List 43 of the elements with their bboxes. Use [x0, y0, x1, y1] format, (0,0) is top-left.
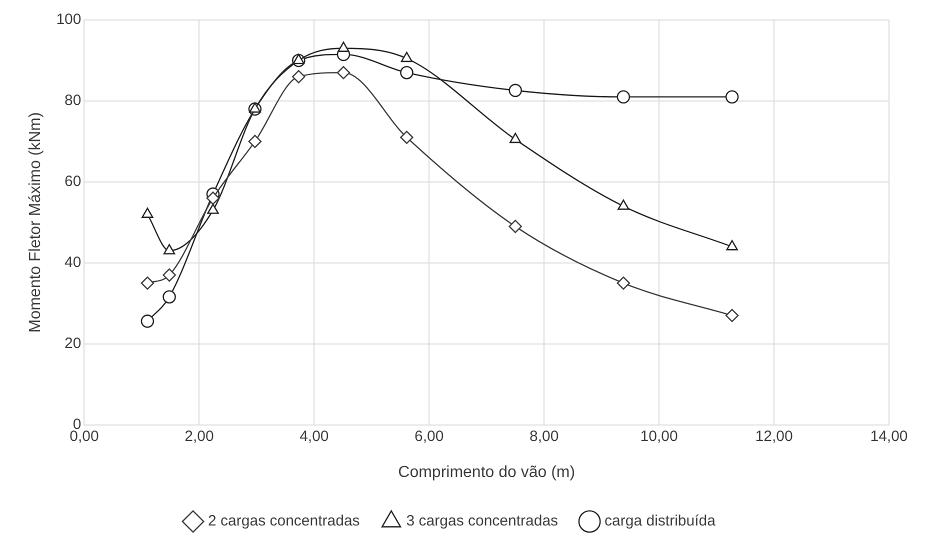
legend-label: 2 cargas concentradas: [208, 512, 360, 530]
y-tick-label: 100: [56, 11, 82, 28]
point: [508, 84, 522, 98]
point: [616, 276, 630, 290]
x-tick-label: 10,00: [640, 428, 678, 445]
x-tick-label: 0,00: [70, 428, 99, 445]
point: [292, 54, 304, 64]
point: [248, 134, 262, 148]
point: [140, 314, 154, 328]
point: [140, 276, 154, 290]
point: [616, 90, 630, 104]
legend-label: carga distribuída: [604, 512, 716, 530]
point: [400, 66, 414, 80]
point: [142, 208, 154, 218]
point: [338, 42, 350, 52]
x-tick-label: 6,00: [414, 428, 444, 445]
x-tick-label: 14,00: [870, 428, 908, 445]
point: [206, 191, 220, 205]
point: [336, 66, 350, 80]
point: [725, 308, 739, 322]
point: [508, 220, 522, 234]
point: [725, 90, 739, 104]
point: [726, 240, 738, 250]
x-tick-label: 4,00: [300, 428, 329, 445]
point: [510, 132, 522, 144]
y-tick-label: 40: [64, 254, 82, 272]
point: [162, 268, 176, 282]
point: [162, 290, 176, 304]
point: [400, 52, 413, 62]
y-tick-label: 60: [64, 173, 82, 190]
point: [163, 244, 176, 254]
point: [207, 204, 219, 214]
x-tick-label: 12,00: [755, 428, 793, 445]
x-tick-label: 8,00: [529, 428, 559, 445]
x-axis-title: Comprimento do vão (m): [398, 464, 576, 481]
y-tick-label: 20: [64, 334, 82, 352]
legend-label: 3 cargas concentradas: [406, 512, 558, 530]
x-tick-label: 2,00: [184, 428, 214, 445]
y-tick-label: 80: [64, 92, 82, 110]
point: [618, 200, 630, 210]
point: [292, 70, 306, 84]
y-axis-title: Momento Fletor Máximo (kNm): [27, 112, 44, 333]
point: [400, 130, 414, 144]
